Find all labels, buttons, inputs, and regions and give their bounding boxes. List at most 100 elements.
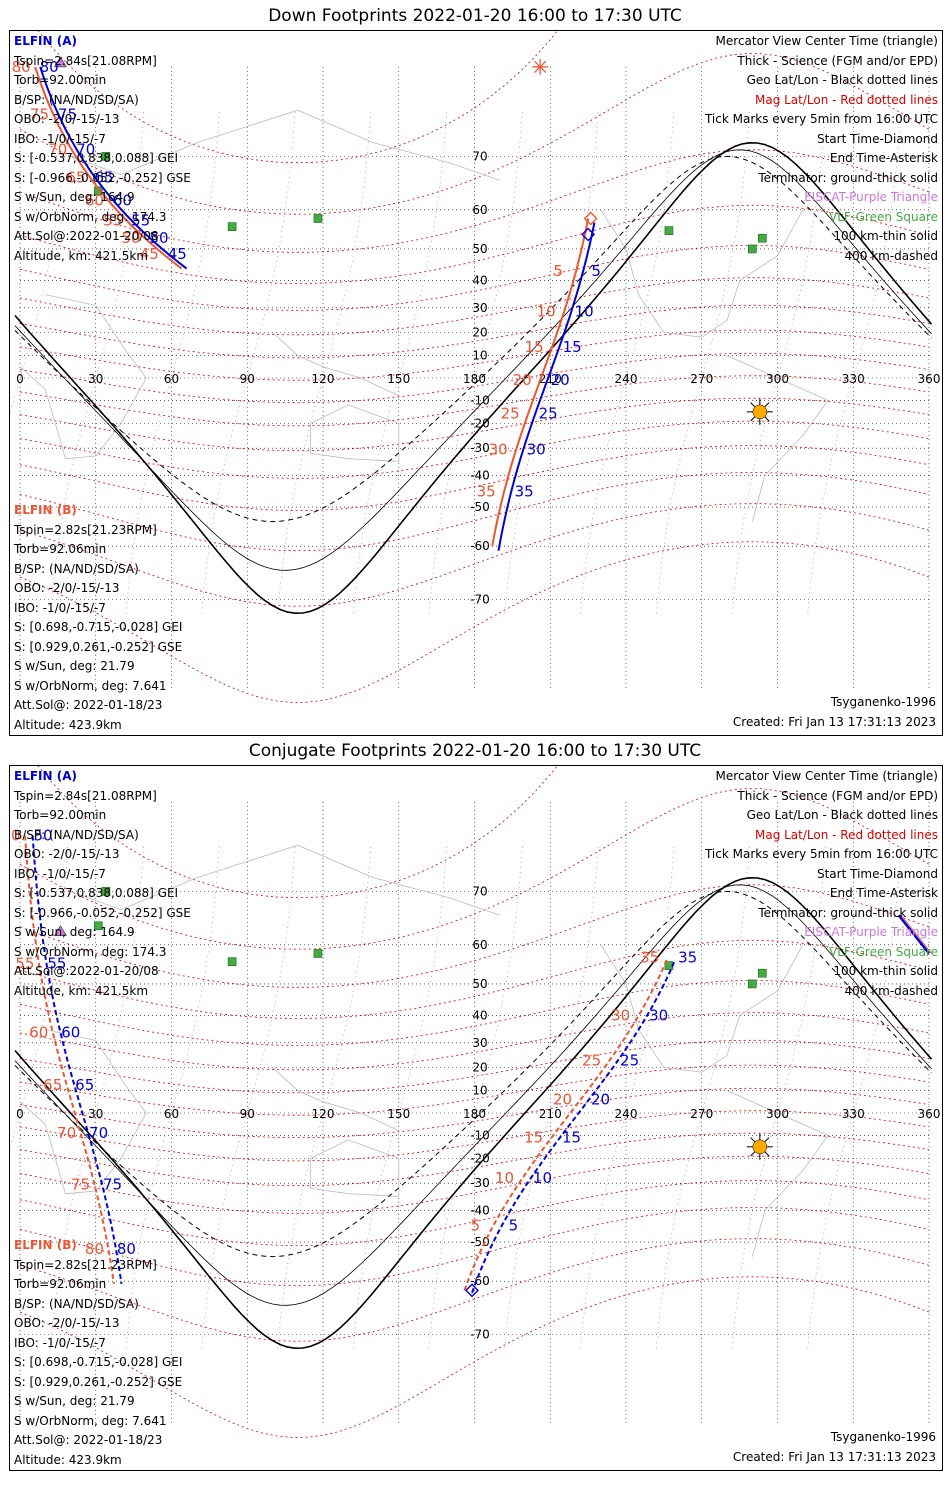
legend-entry: Mercator View Center Time (triangle) (715, 769, 938, 783)
elfin-a-tick-label: 15 (562, 1129, 581, 1147)
vlf-station-marker (758, 968, 767, 978)
mag-latitude-line (19, 541, 930, 703)
elfin-b-line: Tspin=2.82s[21.23RPM] (14, 522, 157, 537)
elfin-b-title: ELFIN (B) (14, 1238, 77, 1252)
elfin-a-wrap-track (897, 914, 930, 955)
vlf-station-marker (313, 949, 323, 958)
coastline-outline (70, 109, 500, 181)
elfin-b-tick-label: 50 (10, 827, 21, 845)
elfin-a-line: Altitude, km: 421.5km (14, 248, 149, 263)
elfin-a-line: Torb=92.00min (14, 808, 107, 822)
legend-entry: End Time-Asterisk (829, 886, 938, 900)
elfin-b-line: Altitude: 423.9km (14, 717, 122, 732)
mag-longitude-line (201, 845, 296, 1349)
mag-latitude-line (19, 420, 930, 479)
mag-latitude-line (19, 980, 930, 1046)
longitude-tick-label: 90 (240, 372, 255, 386)
latitude-tick-label: -30 (470, 1176, 490, 1190)
legend-entry: Start Time-Diamond (816, 866, 938, 881)
mag-longitude-line (352, 110, 448, 614)
elfin-b-tick-label: 45 (140, 245, 159, 263)
elfin-a-start-diamond (581, 227, 596, 242)
elfin-a-line: B/SP: (NA/ND/SD/SA) (14, 92, 139, 107)
coastline-outline (310, 1139, 400, 1197)
elfin-a-line: IBO: -1/0/-15/-7 (14, 131, 106, 146)
mag-latitude-line (19, 245, 930, 311)
latitude-tick-label: -40 (470, 1203, 490, 1217)
mag-latitude-line (19, 1238, 930, 1342)
coastline-outline (70, 844, 500, 916)
elfin-b-line: S: [0.929,0.261,-0.252] GSE (14, 1374, 183, 1389)
elfin-b-line: B/SP: (NA/ND/SD/SA) (14, 561, 139, 576)
elfin-a-tick-label: 60 (113, 192, 132, 210)
legend-entry: EISCAT-Purple Triangle (804, 190, 938, 204)
elfin-a-tick-label: 35 (515, 482, 534, 500)
latitude-tick-label: -10 (470, 1128, 490, 1142)
mag-longitude-line (504, 845, 599, 1349)
conjugate-footprints-map-panel: 0 30 60 90 120 150 180 210 240 270 300 330 360 70 60 50… (9, 765, 943, 1471)
elfin-b-tick-label: 70 (48, 141, 67, 159)
legend-entry: Mercator View Center Time (triangle) (715, 34, 938, 48)
created-timestamp: Created: Fri Jan 13 17:31:13 2023 (732, 1449, 936, 1464)
mag-latitude-line (19, 788, 930, 950)
created-timestamp: Created: Fri Jan 13 17:31:13 2023 (732, 714, 936, 729)
longitude-tick-label: 210 (539, 1107, 562, 1121)
elfin-b-tick-label: 35 (477, 482, 496, 500)
elfin-b-tick-label: 80 (85, 1240, 104, 1258)
elfin-a-line: S: [-0.966,-0.052,-0.252] GSE (14, 905, 191, 920)
coastline-outline (310, 404, 400, 462)
mag-latitude-line (19, 445, 930, 511)
elfin-b-line: S: [0.698,-0.715,-0.028] GEI (14, 1355, 183, 1369)
elfin-a-line: Torb=92.00min (14, 73, 107, 87)
vlf-station-marker (747, 979, 757, 989)
down-footprints-map: 0 30 60 90 120 150 180 210 240 270 300 330 360 70 60 50… (10, 31, 940, 703)
latitude-tick-label: 20 (472, 325, 487, 339)
latitude-tick-label: 20 (472, 1060, 487, 1074)
coastline-outline (272, 332, 399, 397)
elfin-a-tick-label: 70 (76, 141, 95, 159)
longitude-tick-label: 0 (16, 1107, 24, 1121)
elfin-a-line: S w/OrbNorm, deg: 174.3 (14, 944, 167, 959)
elfin-b-tick-label: 30 (611, 1007, 630, 1025)
elfin-a-line: S: [-0.966,-0.052,-0.252] GSE (14, 170, 191, 185)
elfin-b-tick-label: 75 (71, 1175, 90, 1193)
eiscat-triangle (53, 925, 67, 936)
elfin-b-tick-label: 55 (15, 955, 34, 973)
elfin-b-tick-label: 20 (513, 371, 532, 389)
elfin-b-line: OBO: -2/0/-15/-13 (14, 1316, 120, 1330)
latitude-tick-label: -30 (470, 441, 490, 455)
elfin-a-line: OBO: -2/0/-15/-13 (14, 847, 120, 861)
elfin-b-tick-label: 5 (471, 1217, 481, 1235)
elfin-a-conjugate-mid-lat-track (471, 959, 677, 1294)
elfin-a-tick-label: 25 (539, 405, 558, 423)
longitude-tick-label: 300 (766, 372, 789, 386)
elfin-b-start-diamond (583, 211, 598, 226)
elfin-b-tick-label: 15 (524, 1129, 543, 1147)
latitude-tick-label: -70 (470, 1328, 490, 1342)
elfin-b-high-lat-track (34, 66, 183, 270)
vlf-station-marker (747, 244, 757, 254)
elfin-a-line: Altitude, km: 421.5km (14, 983, 149, 998)
panel-title-down: Down Footprints 2022-01-20 16:00 to 17:3… (268, 6, 682, 26)
coastline-outline (19, 1029, 147, 1195)
legend-entry: VLF-Green Square (829, 944, 938, 959)
elfin-a-tick-label: 15 (563, 338, 582, 356)
vlf-station-marker (101, 887, 111, 896)
longitude-tick-label: 330 (842, 1107, 865, 1121)
elfin-b-end-asterisk (534, 60, 547, 73)
coastline-outline (600, 209, 804, 338)
elfin-a-tick-label: 10 (533, 1169, 552, 1187)
longitude-tick-label: 300 (766, 1107, 789, 1121)
map-legend: Mercator View Center Time (triangle) Thi… (705, 32, 938, 266)
longitude-tick-label: 180 (463, 372, 486, 386)
elfin-a-line: S: [-0.537,0.838,0.088] GEI (14, 151, 179, 165)
elfin-a-tick-label: 5 (509, 1217, 519, 1235)
elfin-a-tick-label: 80 (117, 1240, 136, 1258)
longitude-tick-label: 240 (615, 372, 638, 386)
elfin-a-tick-label: 55 (47, 955, 66, 973)
elfin-a-line: Att.Sol@:2022-01-20/08 (14, 229, 159, 243)
elfin-b-line: Torb=92.06min (14, 542, 107, 556)
elfin-a-tick-label: 75 (58, 106, 77, 124)
mag-latitude-line (37, 31, 558, 164)
elfin-a-line: Tspin=2.84s[21.08RPM] (14, 53, 157, 68)
